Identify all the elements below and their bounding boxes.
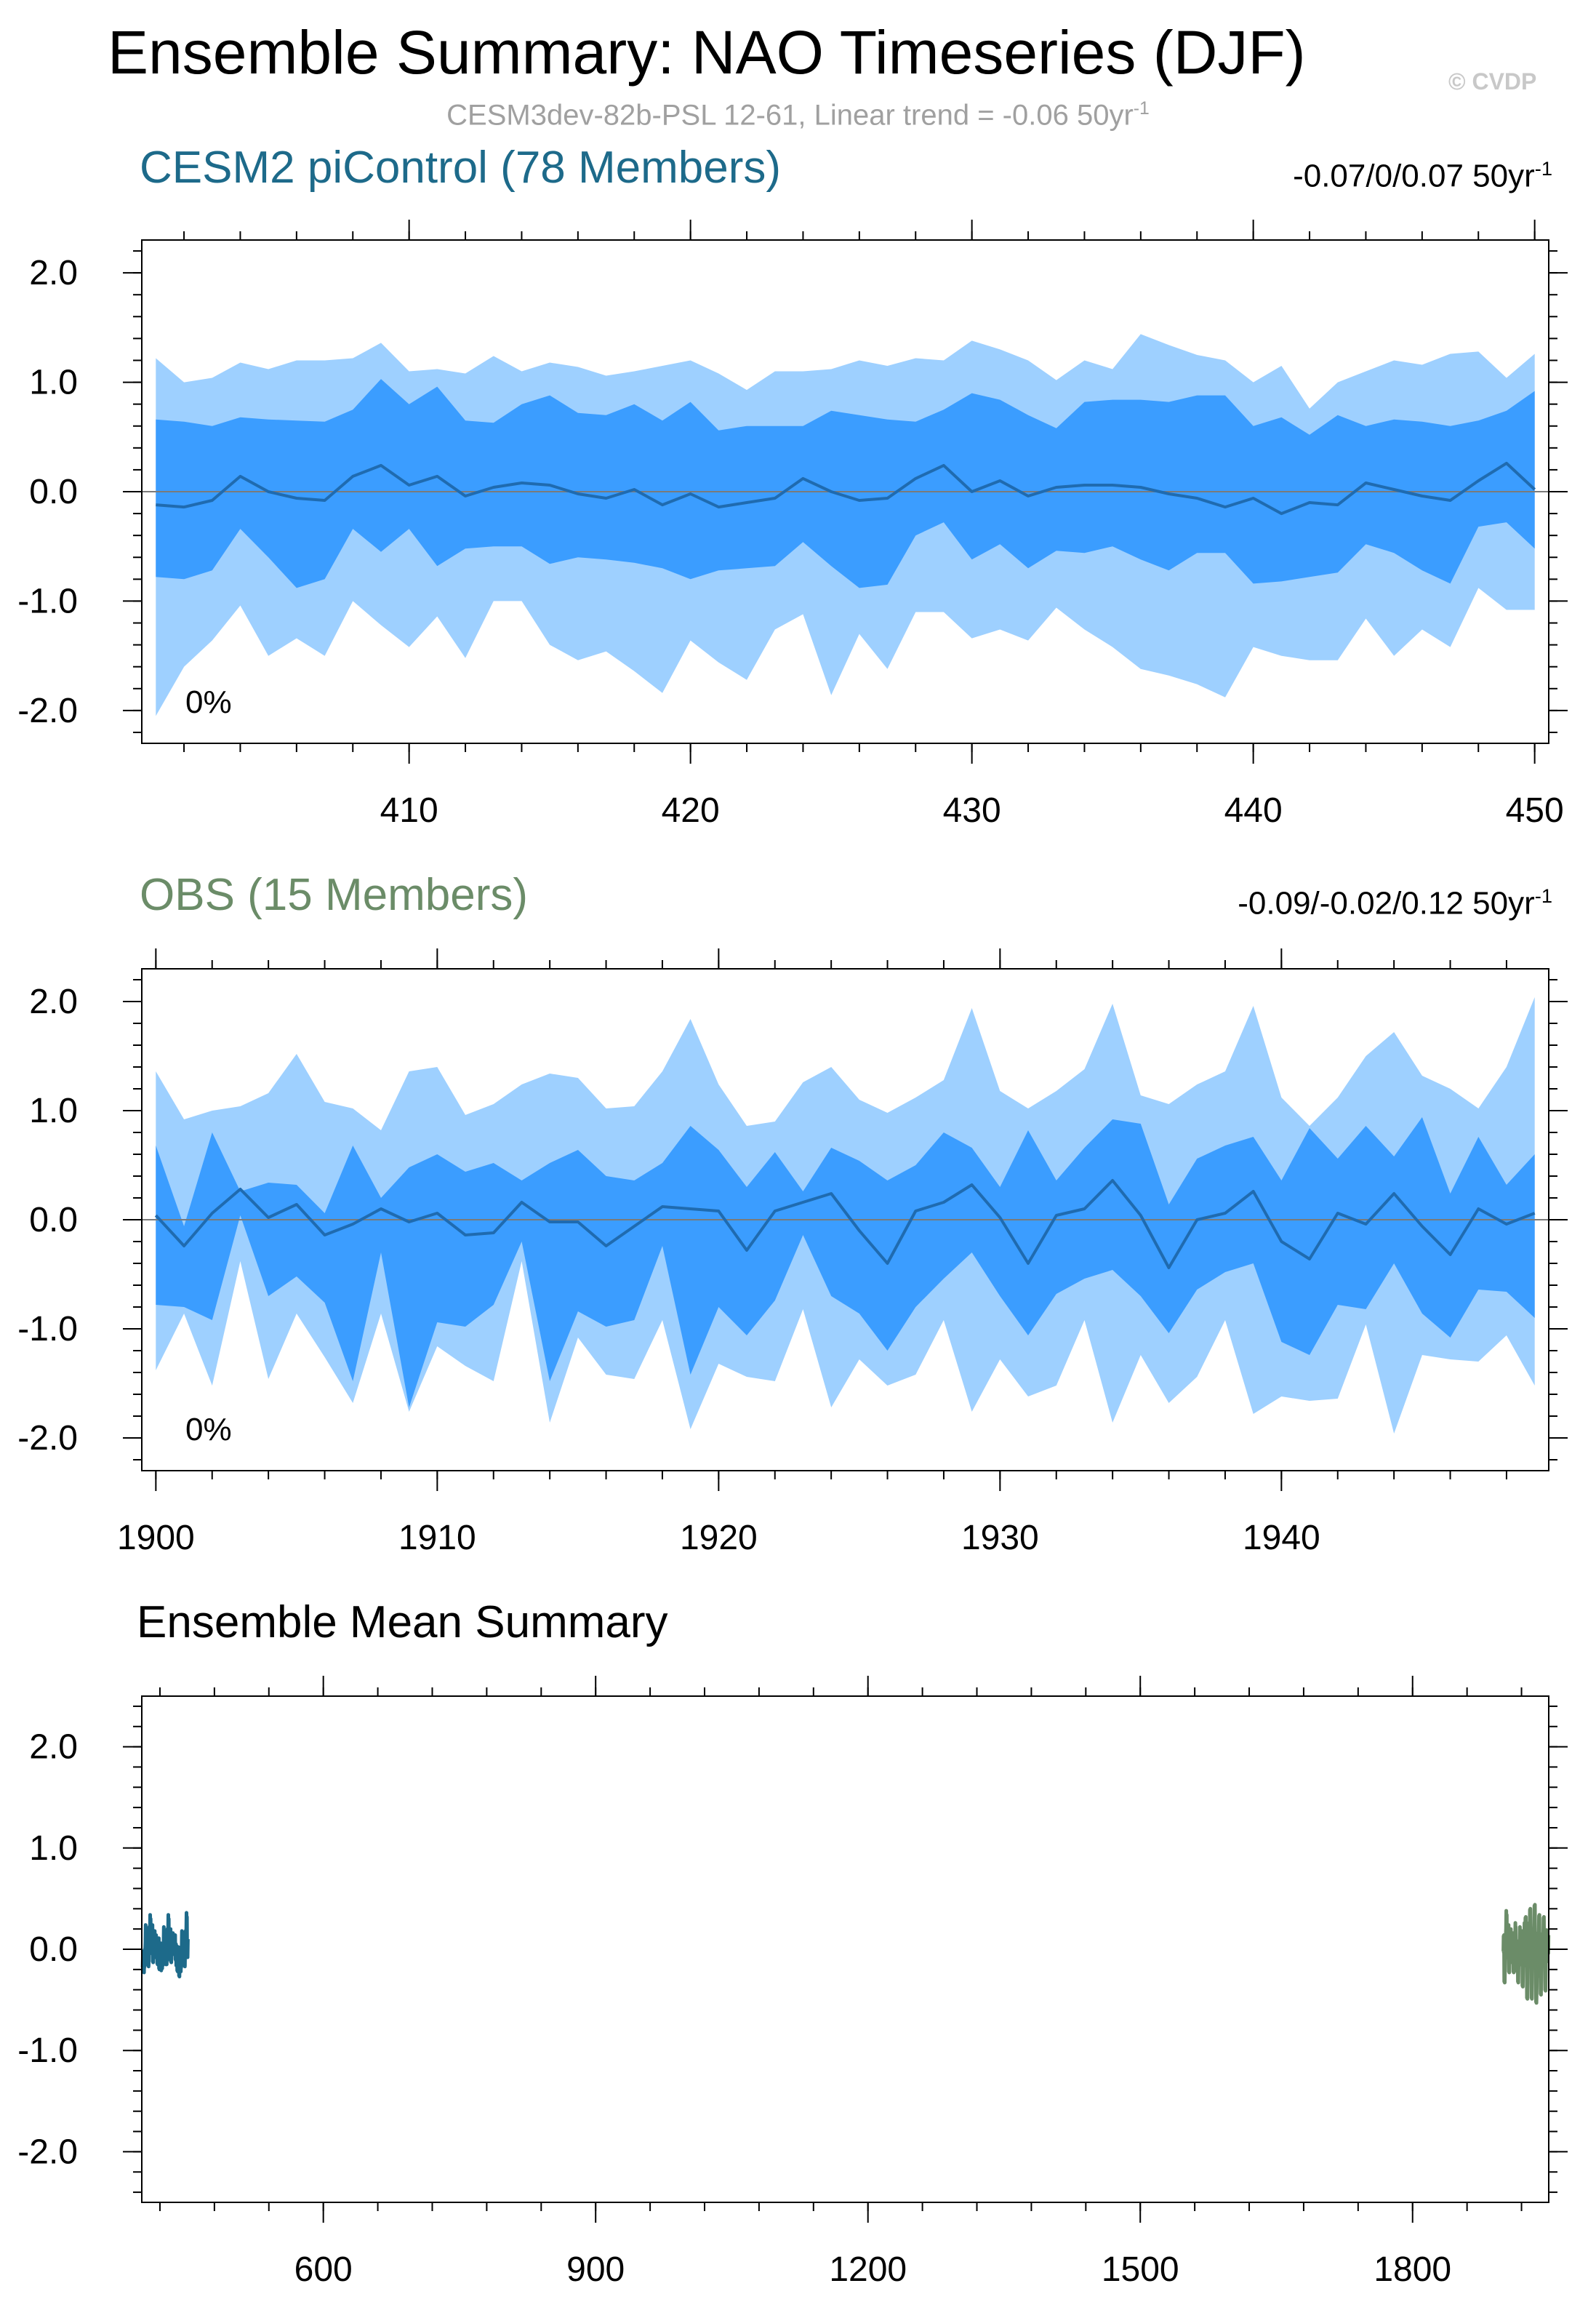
obs-y-tick-label: -1.0 [17,1310,78,1348]
obs-trend-text: -0.09/-0.02/0.12 50yr [1238,885,1535,922]
subtitle-text: CESM3dev-82b-PSL 12-61, Linear trend = -… [446,99,1134,132]
obs-percent-annotation: 0% [185,1412,232,1447]
cesm2-ensemble-mean-series [140,1911,190,1979]
cesm2-chart: 2.0 1.0 0.0 -1.0 -2.0 410 420 430 440 450 0% [17,220,1568,830]
ensemble-mean-y-tick-label: 2.0 [29,1728,78,1767]
ensemble-mean-panel-title: Ensemble Mean Summary [137,1597,668,1647]
ensemble-mean-x-tick-label: 1800 [1374,2250,1451,2289]
cesm2-trend-label: -0.07/0/0.07 50yr-1 [1293,159,1552,193]
obs-iqr-band [156,1117,1535,1407]
obs-trend-label: -0.09/-0.02/0.12 50yr-1 [1238,886,1552,920]
cesm2-y-tick-label: 1.0 [29,364,78,402]
obs-chart: 2.0 1.0 0.0 -1.0 -2.0 1900 1910 1920 1930 1940 0% [17,948,1568,1557]
obs-trend-sup: -1 [1534,884,1552,907]
cvdp-watermark: © CVDP [1448,68,1537,95]
ensemble-mean-y-tick-label: -2.0 [17,2133,78,2171]
cesm2-ensemble-mean-line [156,461,1536,516]
obs-y-tick-label: 2.0 [29,983,78,1021]
obs-y-tick-label: 0.0 [29,1201,78,1239]
obs-y-tick-label: 1.0 [29,1092,78,1130]
obs-x-tick-label: 1910 [398,1519,476,1557]
obs-x-tick-label: 1940 [1243,1519,1320,1557]
ensemble-mean-y-tick-label: 0.0 [29,1930,78,1969]
cesm2-x-tick-label: 450 [1506,791,1564,830]
obs-x-tick-label: 1930 [961,1519,1039,1557]
trend-subtitle: CESM3dev-82b-PSL 12-61, Linear trend = -… [0,100,1596,129]
ensemble-mean-x-tick-label: 1200 [829,2250,907,2289]
obs-panel-title: OBS (15 Members) [140,870,529,920]
obs-x-tick-label: 1920 [680,1519,758,1557]
cesm2-x-tick-label: 440 [1224,791,1283,830]
obs-ensemble-mean-line [154,1179,1536,1269]
ensemble-mean-y-tick-label: -1.0 [17,2031,78,2070]
cesm2-y-tick-label: 0.0 [29,473,78,511]
cesm2-iqr-band [156,379,1535,588]
ensemble-mean-x-tick-label: 900 [566,2250,625,2289]
obs-y-tick-label: -2.0 [17,1419,78,1458]
cesm2-y-tick-label: -2.0 [17,692,78,730]
obs-ensemble-mean-series [1501,1903,1551,2005]
cesm2-y-tick-label: 2.0 [29,254,78,292]
cesm2-panel-title: CESM2 piControl (78 Members) [140,143,782,193]
cesm2-x-tick-label: 420 [662,791,720,830]
cesm2-trend-sup: -1 [1534,157,1552,180]
ensemble-mean-y-tick-label: 1.0 [29,1829,78,1868]
page-title: Ensemble Summary: NAO Timeseries (DJF) [108,18,1306,87]
cesm2-trend-text: -0.07/0/0.07 50yr [1293,158,1535,194]
cesm2-x-tick-label: 410 [380,791,438,830]
cesm2-y-tick-label: -1.0 [17,582,78,620]
ensemble-mean-x-tick-label: 600 [294,2250,353,2289]
cesm2-percent-annotation: 0% [185,684,232,720]
cesm2-x-tick-label: 430 [943,791,1001,830]
obs-x-tick-label: 1900 [117,1519,195,1557]
subtitle-superscript: -1 [1133,99,1150,119]
ensemble-mean-chart: 2.0 1.0 0.0 -1.0 -2.0 600 900 1200 1500 1800 [17,1676,1568,2289]
ensemble-mean-plot-frame [141,1695,1549,2203]
ensemble-mean-x-tick-label: 1500 [1102,2250,1179,2289]
